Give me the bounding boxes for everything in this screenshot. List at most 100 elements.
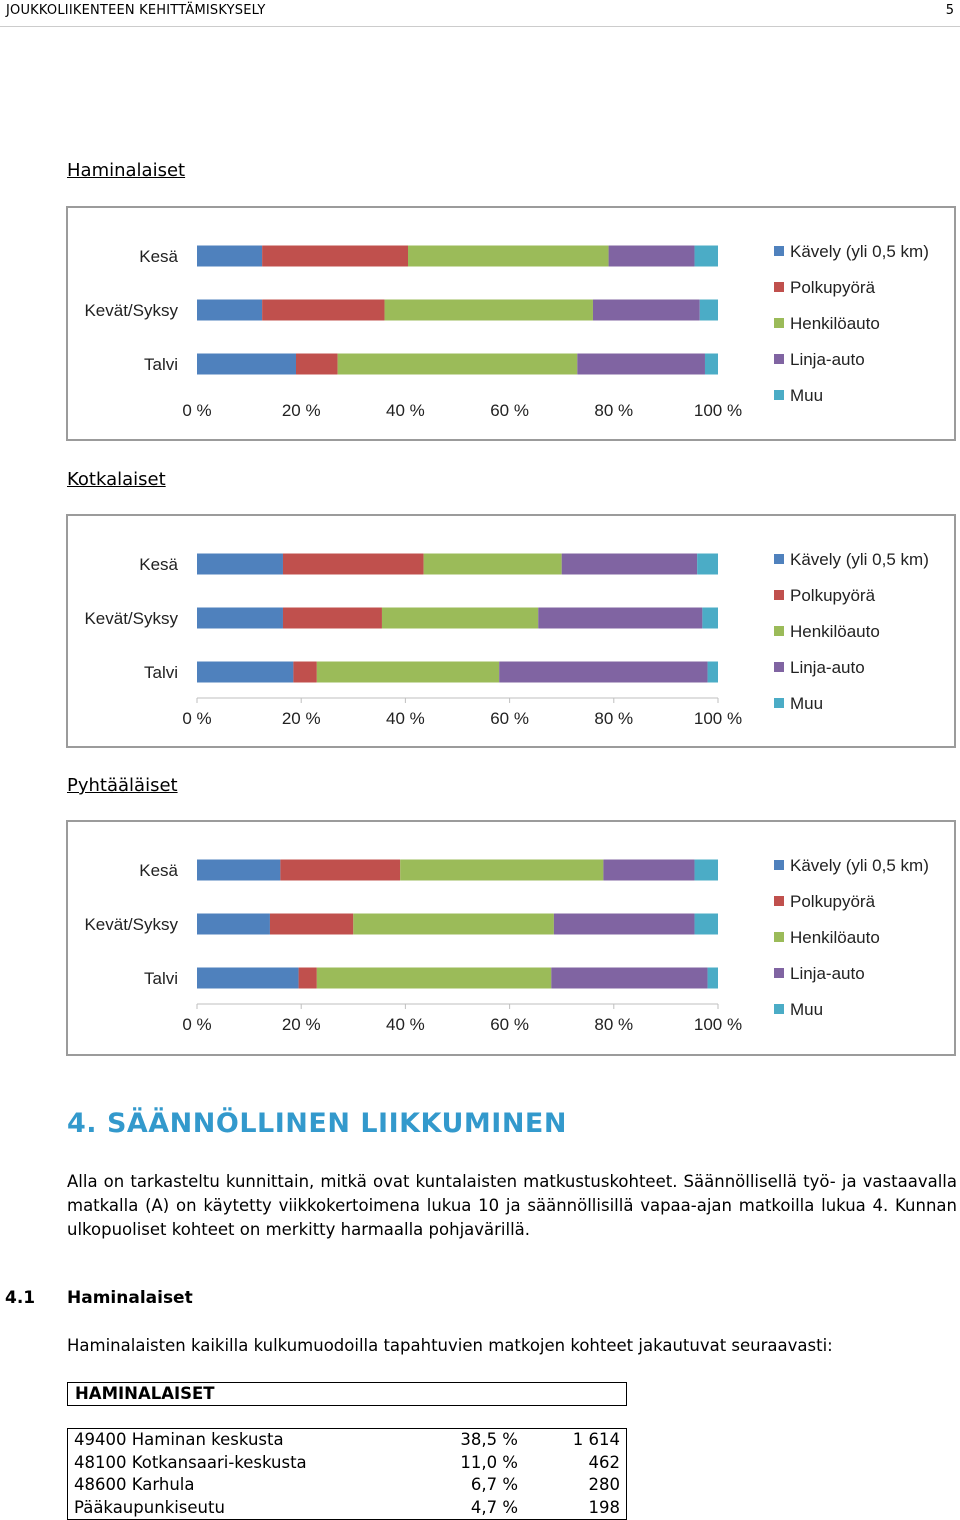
bar-talvi-polkupyora: [293, 661, 317, 683]
bar-kevat-syksy-kavely-yli-0-5-km: [197, 607, 283, 629]
category-label-kesa: Kesä: [139, 555, 178, 574]
bar-kesa-kavely-yli-0-5-km: [197, 859, 281, 881]
bar-kesa-linja-auto: [603, 859, 695, 881]
bar-talvi-henkiloauto: [316, 967, 552, 989]
x-tick-label: 80 %: [594, 709, 633, 728]
category-label-talvi: Talvi: [144, 969, 178, 988]
bar-kesa-muu: [694, 859, 718, 881]
x-tick-label: 100 %: [694, 1015, 742, 1034]
chart-svg: Kesä Kevät/Syksy Talvi 0 % 20 % 40 % 60 % 80 % 1…: [84, 550, 929, 728]
x-tick-label: 60 %: [490, 1015, 529, 1034]
bar-kevat-syksy-linja-auto: [553, 913, 695, 935]
legend-swatch-linja-auto: [774, 968, 784, 978]
bar-talvi-polkupyora: [295, 353, 338, 375]
x-tick-label: 0 %: [182, 401, 211, 420]
percentage-cell: 11,0 %: [460, 1452, 518, 1472]
chart-svg: Kesä Kevät/Syksy Talvi 0 % 20 % 40 % 60 % 80 % 1…: [84, 856, 929, 1034]
bar-kesa-linja-auto: [608, 245, 695, 267]
count-cell: 1 614: [572, 1430, 620, 1450]
bar-kevat-syksy-muu: [699, 299, 718, 321]
subsection-heading: 4.1 Haminalaiset: [5, 1288, 193, 1308]
destination-cell: 48100 Kotkansaari-keskusta: [74, 1452, 307, 1472]
legend-swatch-henkiloauto: [774, 626, 784, 636]
bar-talvi-kavely-yli-0-5-km: [197, 353, 296, 375]
table-row: 49400 Haminan keskusta 38,5 % 1 614: [68, 1429, 627, 1452]
intro-text: Haminalaisten kaikilla kulkumuodoilla ta…: [67, 1336, 833, 1355]
bar-kesa-henkiloauto: [400, 859, 604, 881]
legend-label-linja-auto: Linja-auto: [790, 964, 865, 983]
legend-label-henkiloauto: Henkilöauto: [790, 622, 880, 641]
count-cell: 462: [588, 1452, 621, 1472]
legend-label-linja-auto: Linja-auto: [790, 350, 865, 369]
legend-swatch-henkiloauto: [774, 318, 784, 328]
page-number: 5: [945, 3, 954, 18]
destination-cell: 49400 Haminan keskusta: [74, 1430, 284, 1450]
x-tick-label: 100 %: [694, 401, 742, 420]
legend-label-polkupyora: Polkupyörä: [790, 892, 876, 911]
bar-kesa-polkupyora: [282, 553, 424, 575]
count-cell: 198: [588, 1497, 621, 1517]
x-tick-label: 80 %: [594, 401, 633, 420]
category-label-kesa: Kesä: [139, 861, 178, 880]
subsection-title: Haminalaiset: [67, 1288, 193, 1308]
legend-label-kavely-yli-0-5-km: Kävely (yli 0,5 km): [790, 856, 929, 875]
x-tick-label: 0 %: [182, 709, 211, 728]
category-label-talvi: Talvi: [144, 355, 178, 374]
bar-kesa-muu: [694, 245, 718, 267]
bar-kevat-syksy-polkupyora: [282, 607, 382, 629]
legend-swatch-polkupyora: [774, 282, 784, 292]
x-tick-label: 20 %: [282, 709, 321, 728]
bar-kevat-syksy-linja-auto: [538, 607, 703, 629]
legend-label-muu: Muu: [790, 386, 823, 405]
legend-swatch-linja-auto: [774, 662, 784, 672]
legend-label-muu: Muu: [790, 694, 823, 713]
x-tick-label: 40 %: [386, 709, 425, 728]
legend-swatch-kavely-yli-0-5-km: [774, 554, 784, 564]
percentage-cell: 6,7 %: [470, 1475, 518, 1495]
destination-cell: Pääkaupunkiseutu: [74, 1497, 225, 1517]
table-row: Pääkaupunkiseutu 4,7 % 198: [68, 1497, 627, 1520]
bar-kevat-syksy-kavely-yli-0-5-km: [197, 299, 263, 321]
table-row: 48100 Kotkansaari-keskusta 11,0 % 462: [68, 1452, 627, 1475]
section-heading: 4. SÄÄNNÖLLINEN LIIKKUMINEN: [67, 1108, 567, 1139]
bar-kesa-muu: [697, 553, 718, 575]
bar-talvi-muu: [707, 661, 718, 683]
category-label-kevat-syksy: Kevät/Syksy: [84, 609, 178, 628]
section-paragraph: Alla on tarkasteltu kunnittain, mitkä ov…: [67, 1172, 957, 1239]
bar-talvi-henkiloauto: [337, 353, 578, 375]
count-cell: 280: [588, 1475, 621, 1495]
bar-talvi-polkupyora: [298, 967, 317, 989]
x-tick-label: 100 %: [694, 709, 742, 728]
bar-kesa-polkupyora: [262, 245, 409, 267]
chart-svg: Kesä Kevät/Syksy Talvi 0 % 20 % 40 % 60 % 80 % 1…: [84, 242, 929, 420]
table-row: 48600 Karhula 6,7 % 280: [68, 1474, 627, 1497]
bar-kevat-syksy-polkupyora: [269, 913, 354, 935]
legend-swatch-kavely-yli-0-5-km: [774, 246, 784, 256]
chart-pyhtaalaiset: Kesä Kevät/Syksy Talvi 0 % 20 % 40 % 60 % 80 % 1…: [66, 820, 956, 1056]
legend-swatch-muu: [774, 698, 784, 708]
bar-talvi-linja-auto: [551, 967, 708, 989]
bar-talvi-linja-auto: [499, 661, 708, 683]
page-header: JOUKKOLIIKENTEEN KEHITTÄMISKYSELY 5: [0, 0, 960, 27]
category-label-talvi: Talvi: [144, 663, 178, 682]
bar-kesa-linja-auto: [561, 553, 698, 575]
bar-kesa-henkiloauto: [408, 245, 609, 267]
legend-label-kavely-yli-0-5-km: Kävely (yli 0,5 km): [790, 550, 929, 569]
table-title: HAMINALAISET: [67, 1382, 627, 1406]
subsection-number: 4.1: [5, 1288, 36, 1308]
bar-talvi-muu: [704, 353, 718, 375]
x-tick-label: 80 %: [594, 1015, 633, 1034]
legend-swatch-muu: [774, 390, 784, 400]
percentage-cell: 38,5 %: [460, 1430, 518, 1450]
legend-label-henkiloauto: Henkilöauto: [790, 314, 880, 333]
legend-swatch-kavely-yli-0-5-km: [774, 860, 784, 870]
bar-kevat-syksy-henkiloauto: [381, 607, 539, 629]
bar-talvi-kavely-yli-0-5-km: [197, 967, 299, 989]
legend-swatch-henkiloauto: [774, 932, 784, 942]
legend-swatch-linja-auto: [774, 354, 784, 364]
legend-label-linja-auto: Linja-auto: [790, 658, 865, 677]
bar-kevat-syksy-linja-auto: [592, 299, 700, 321]
legend-label-kavely-yli-0-5-km: Kävely (yli 0,5 km): [790, 242, 929, 261]
bar-talvi-kavely-yli-0-5-km: [197, 661, 294, 683]
bar-kevat-syksy-muu: [694, 913, 718, 935]
